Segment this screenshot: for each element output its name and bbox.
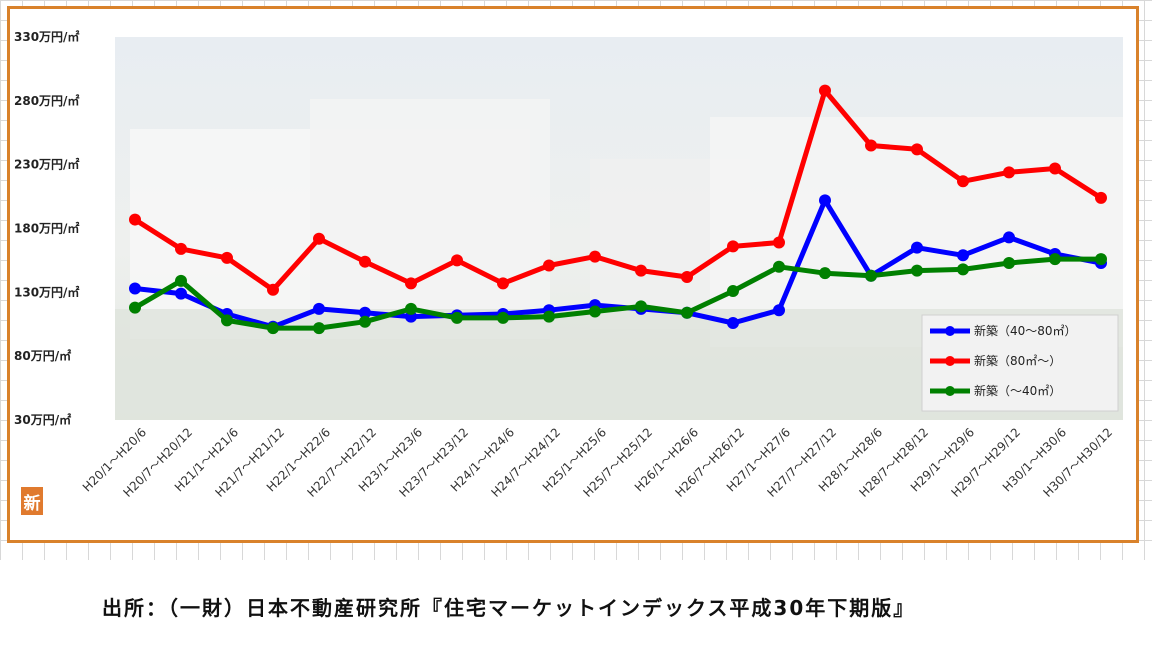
data-point [819,194,831,207]
data-point [451,311,463,324]
logo-icon: 新 [21,487,43,515]
data-point [957,249,969,262]
data-point [543,259,555,272]
data-point [129,282,141,295]
data-point [819,84,831,97]
y-axis: 330万円/㎡ 280万円/㎡ 230万円/㎡ 180万円/㎡ 130万円/㎡ 80万円/… [14,29,79,427]
data-point [911,264,923,277]
data-point [175,242,187,255]
data-point [911,143,923,156]
legend-swatch-marker [945,326,955,336]
data-point [681,271,693,284]
series-2 [129,253,1107,335]
data-point [773,236,785,249]
data-point [267,283,279,296]
data-point [681,306,693,319]
series-line [132,88,1104,293]
x-axis: H20/1～H20/6H20/7～H20/12H21/1～H21/6H21/7～… [80,425,1115,500]
data-point [1049,253,1061,266]
data-point [497,311,509,324]
data-point [589,305,601,318]
data-point [129,301,141,314]
data-point [405,302,417,315]
legend-swatch-marker [945,356,955,366]
data-point [313,322,325,335]
data-point [957,263,969,276]
legend-label: 新築（80㎡～） [974,353,1061,368]
data-point [497,277,509,290]
data-point [405,277,417,290]
data-point [1095,253,1107,266]
data-point [313,232,325,245]
y-tick-label: 280万円/㎡ [14,93,79,108]
data-point [313,302,325,315]
chart-frame: 330万円/㎡ 280万円/㎡ 230万円/㎡ 180万円/㎡ 130万円/㎡ 80万円/… [7,6,1139,543]
data-point [819,267,831,280]
data-point [773,260,785,273]
data-point [175,287,187,300]
legend: 新築（40～80㎡） 新築（80㎡～） 新築（～40㎡） [921,314,1119,412]
line-chart: 330万円/㎡ 280万円/㎡ 230万円/㎡ 180万円/㎡ 130万円/㎡ 80万円/… [14,29,1123,500]
legend-label: 新築（～40㎡） [974,383,1061,398]
data-point [129,213,141,226]
data-point [773,304,785,317]
series-line [132,256,1104,331]
data-point [727,285,739,298]
caption-band [0,560,1152,648]
data-point [221,314,233,327]
y-tick-label: 230万円/㎡ [14,157,79,172]
data-point [543,310,555,323]
data-point [221,251,233,264]
data-point [1003,166,1015,179]
data-point [1003,256,1015,269]
data-point [175,274,187,287]
data-point [911,241,923,254]
data-point [865,139,877,152]
data-point [957,175,969,188]
legend-label: 新築（40～80㎡） [974,323,1077,338]
data-point [635,264,647,277]
data-point [589,250,601,263]
y-tick-label: 130万円/㎡ [14,284,79,299]
data-point [1095,191,1107,204]
series-1 [129,84,1107,296]
legend-swatch-marker [945,386,955,396]
data-point [267,322,279,335]
y-tick-label: 30万円/㎡ [14,412,71,427]
data-point [1049,162,1061,175]
data-point [727,240,739,253]
data-point [1003,231,1015,244]
data-point [727,316,739,329]
data-point [635,300,647,313]
series-layer [129,84,1107,335]
source-caption: 出所：（一財）日本不動産研究所『住宅マーケットインデックス平成30年下期版』 [102,596,916,620]
data-point [359,315,371,328]
data-point [359,306,371,319]
data-point [865,269,877,282]
y-tick-label: 330万円/㎡ [14,29,79,44]
y-tick-label: 180万円/㎡ [14,221,79,236]
data-point [359,255,371,268]
y-tick-label: 80万円/㎡ [14,348,71,363]
data-point [451,254,463,267]
